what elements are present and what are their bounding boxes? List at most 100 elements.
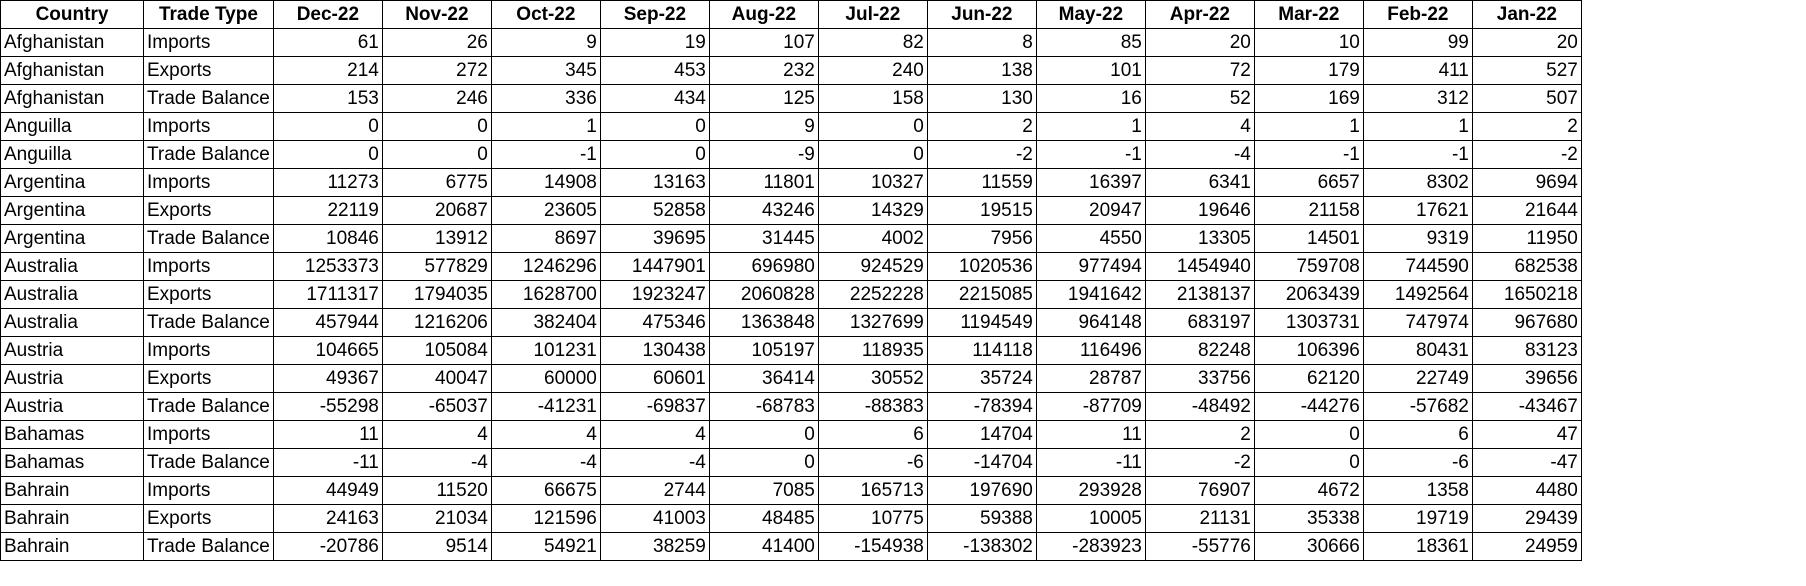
value-cell[interactable]: 475346	[599, 308, 710, 337]
value-cell[interactable]: 9319	[1362, 224, 1473, 253]
column-header[interactable]: Nov-22	[381, 0, 492, 29]
value-cell[interactable]: 11950	[1471, 224, 1582, 253]
value-cell[interactable]: 30666	[1253, 532, 1364, 561]
value-cell[interactable]: 6657	[1253, 168, 1364, 197]
value-cell[interactable]: 1358	[1362, 476, 1473, 505]
value-cell[interactable]: 114118	[926, 336, 1037, 365]
value-cell[interactable]: 16397	[1035, 168, 1146, 197]
value-cell[interactable]: 967680	[1471, 308, 1582, 337]
value-cell[interactable]: 43246	[708, 196, 819, 225]
value-cell[interactable]: 453	[599, 56, 710, 85]
value-cell[interactable]: 293928	[1035, 476, 1146, 505]
value-cell[interactable]: 6775	[381, 168, 492, 197]
value-cell[interactable]: 30552	[817, 364, 928, 393]
value-cell[interactable]: 2063439	[1253, 280, 1364, 309]
value-cell[interactable]: 4	[490, 420, 601, 449]
value-cell[interactable]: 4002	[817, 224, 928, 253]
value-cell[interactable]: 457944	[272, 308, 383, 337]
country-cell[interactable]: Australia	[0, 280, 144, 309]
value-cell[interactable]: 2	[926, 112, 1037, 141]
value-cell[interactable]: 99	[1362, 28, 1473, 57]
country-cell[interactable]: Australia	[0, 308, 144, 337]
value-cell[interactable]: 20687	[381, 196, 492, 225]
value-cell[interactable]: 7956	[926, 224, 1037, 253]
value-cell[interactable]: 527	[1471, 56, 1582, 85]
value-cell[interactable]: 10	[1253, 28, 1364, 57]
value-cell[interactable]: 105084	[381, 336, 492, 365]
value-cell[interactable]: 21644	[1471, 196, 1582, 225]
country-cell[interactable]: Argentina	[0, 224, 144, 253]
trade-type-cell[interactable]: Trade Balance	[143, 308, 274, 337]
value-cell[interactable]: 214	[272, 56, 383, 85]
value-cell[interactable]: -20786	[272, 532, 383, 561]
value-cell[interactable]: -138302	[926, 532, 1037, 561]
value-cell[interactable]: 1194549	[926, 308, 1037, 337]
value-cell[interactable]: 153	[272, 84, 383, 113]
value-cell[interactable]: 72	[1144, 56, 1255, 85]
value-cell[interactable]: -2	[1471, 140, 1582, 169]
value-cell[interactable]: 1650218	[1471, 280, 1582, 309]
trade-type-cell[interactable]: Trade Balance	[143, 392, 274, 421]
country-cell[interactable]: Bahrain	[0, 476, 144, 505]
value-cell[interactable]: 1	[1253, 112, 1364, 141]
value-cell[interactable]: 14704	[926, 420, 1037, 449]
value-cell[interactable]: 60601	[599, 364, 710, 393]
country-cell[interactable]: Bahrain	[0, 504, 144, 533]
value-cell[interactable]: 6	[817, 420, 928, 449]
value-cell[interactable]: 19	[599, 28, 710, 57]
value-cell[interactable]: 2138137	[1144, 280, 1255, 309]
value-cell[interactable]: 31445	[708, 224, 819, 253]
value-cell[interactable]: -283923	[1035, 532, 1146, 561]
value-cell[interactable]: 116496	[1035, 336, 1146, 365]
value-cell[interactable]: 977494	[1035, 252, 1146, 281]
value-cell[interactable]: 1447901	[599, 252, 710, 281]
value-cell[interactable]: 9694	[1471, 168, 1582, 197]
value-cell[interactable]: 24959	[1471, 532, 1582, 561]
value-cell[interactable]: 16	[1035, 84, 1146, 113]
value-cell[interactable]: 1	[1362, 112, 1473, 141]
column-header[interactable]: May-22	[1035, 0, 1146, 29]
trade-type-cell[interactable]: Imports	[143, 28, 274, 57]
value-cell[interactable]: 47	[1471, 420, 1582, 449]
trade-type-cell[interactable]: Trade Balance	[143, 532, 274, 561]
value-cell[interactable]: 80431	[1362, 336, 1473, 365]
value-cell[interactable]: -78394	[926, 392, 1037, 421]
column-header[interactable]: Mar-22	[1253, 0, 1364, 29]
value-cell[interactable]: 0	[272, 140, 383, 169]
value-cell[interactable]: 66675	[490, 476, 601, 505]
value-cell[interactable]: 747974	[1362, 308, 1473, 337]
value-cell[interactable]: 158	[817, 84, 928, 113]
country-cell[interactable]: Argentina	[0, 168, 144, 197]
value-cell[interactable]: 312	[1362, 84, 1473, 113]
column-header[interactable]: Jan-22	[1471, 0, 1582, 29]
value-cell[interactable]: 2060828	[708, 280, 819, 309]
value-cell[interactable]: 36414	[708, 364, 819, 393]
trade-type-cell[interactable]: Trade Balance	[143, 84, 274, 113]
trade-type-cell[interactable]: Imports	[143, 168, 274, 197]
value-cell[interactable]: -87709	[1035, 392, 1146, 421]
value-cell[interactable]: 1941642	[1035, 280, 1146, 309]
value-cell[interactable]: 85	[1035, 28, 1146, 57]
value-cell[interactable]: 2	[1471, 112, 1582, 141]
value-cell[interactable]: 2	[1144, 420, 1255, 449]
value-cell[interactable]: -2	[926, 140, 1037, 169]
value-cell[interactable]: 8302	[1362, 168, 1473, 197]
value-cell[interactable]: 1492564	[1362, 280, 1473, 309]
value-cell[interactable]: 0	[708, 420, 819, 449]
value-cell[interactable]: 14501	[1253, 224, 1364, 253]
value-cell[interactable]: 165713	[817, 476, 928, 505]
value-cell[interactable]: -55776	[1144, 532, 1255, 561]
trade-type-cell[interactable]: Imports	[143, 252, 274, 281]
value-cell[interactable]: 232	[708, 56, 819, 85]
value-cell[interactable]: 21131	[1144, 504, 1255, 533]
trade-type-cell[interactable]: Trade Balance	[143, 140, 274, 169]
value-cell[interactable]: 107	[708, 28, 819, 57]
trade-type-cell[interactable]: Trade Balance	[143, 448, 274, 477]
value-cell[interactable]: 130438	[599, 336, 710, 365]
value-cell[interactable]: 104665	[272, 336, 383, 365]
country-cell[interactable]: Anguilla	[0, 112, 144, 141]
value-cell[interactable]: 507	[1471, 84, 1582, 113]
value-cell[interactable]: -65037	[381, 392, 492, 421]
value-cell[interactable]: -14704	[926, 448, 1037, 477]
column-header[interactable]: Oct-22	[490, 0, 601, 29]
